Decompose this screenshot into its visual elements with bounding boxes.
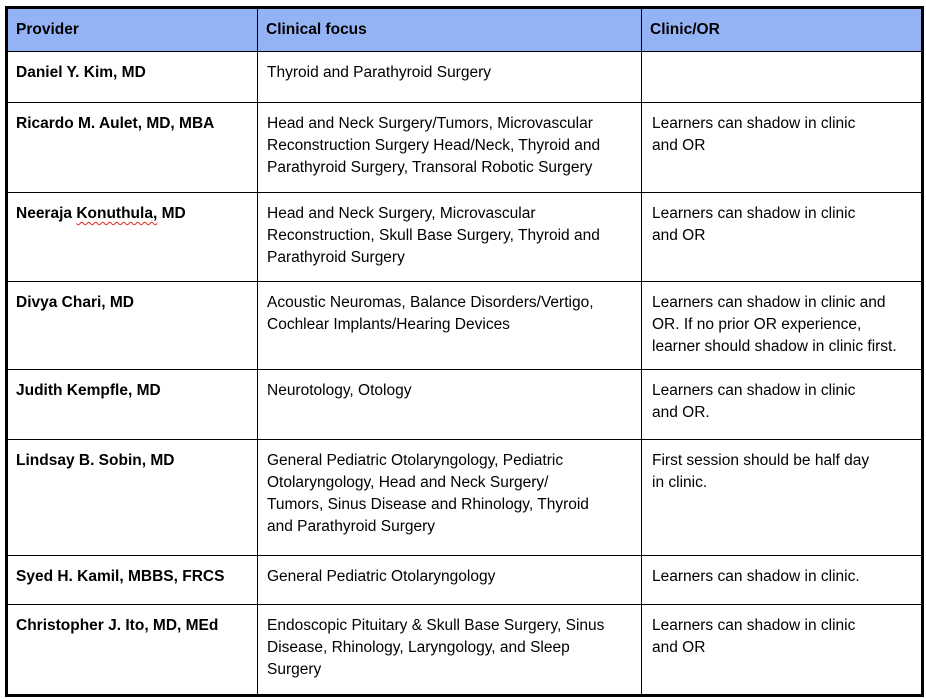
clinical-focus-cell: Head and Neck Surgery, Microvascular Rec…: [257, 192, 642, 282]
provider-name-cell: Ricardo M. Aulet, MD, MBA: [6, 102, 258, 193]
provider-name-cell: Judith Kempfle, MD: [6, 369, 258, 440]
table-body: Daniel Y. Kim, MD Thyroid and Parathyroid…: [6, 51, 923, 696]
spellcheck-underlined-word: Konuthula,: [76, 205, 158, 222]
table-row: Christopher J. Ito, MD, MEd Endoscopic Pi…: [6, 604, 923, 696]
clinical-focus-cell: General Pediatric Otolaryngology, Pediat…: [257, 439, 642, 556]
clinic-or-cell: Learners can shadow in clinic and OR: [641, 604, 923, 696]
table-row: Syed H. Kamil, MBBS, FRCS General Pediatr…: [6, 555, 923, 605]
clinic-or-cell: Learners can shadow in clinic and OR. If…: [641, 281, 923, 370]
clinical-focus-cell: Endoscopic Pituitary & Skull Base Surger…: [257, 604, 642, 696]
clinic-or-cell: Learners can shadow in clinic and OR: [641, 102, 923, 193]
provider-name-cell: Lindsay B. Sobin, MD: [6, 439, 258, 556]
provider-name-cell: Syed H. Kamil, MBBS, FRCS: [6, 555, 258, 605]
clinical-focus-cell: General Pediatric Otolaryngology: [257, 555, 642, 605]
clinic-or-cell: Learners can shadow in clinic and OR.: [641, 369, 923, 440]
column-header-provider: Provider: [6, 7, 258, 52]
clinic-or-cell: First session should be half day in clin…: [641, 439, 923, 556]
clinical-focus-cell: Neurotology, Otology: [257, 369, 642, 440]
provider-name-cell: Christopher J. Ito, MD, MEd: [6, 604, 258, 696]
table-row: Daniel Y. Kim, MD Thyroid and Parathyroid…: [6, 51, 923, 103]
clinical-focus-cell: Thyroid and Parathyroid Surgery: [257, 51, 642, 103]
header-row: Provider Clinical focus Clinic/OR: [6, 7, 923, 52]
clinic-or-cell: [641, 51, 923, 103]
table-row: Lindsay B. Sobin, MD General Pediatric Ot…: [6, 439, 923, 556]
provider-name-cell: Divya Chari, MD: [6, 281, 258, 370]
table-header: Provider Clinical focus Clinic/OR: [6, 7, 923, 52]
table-row: Neeraja Konuthula, MD Head and Neck Surge…: [6, 192, 923, 282]
clinical-focus-cell: Head and Neck Surgery/Tumors, Microvascu…: [257, 102, 642, 193]
table-row: Judith Kempfle, MD Neurotology, Otology Le…: [6, 369, 923, 440]
clinical-focus-cell: Acoustic Neuromas, Balance Disorders/Ver…: [257, 281, 642, 370]
table-row: Ricardo M. Aulet, MD, MBA Head and Neck S…: [6, 102, 923, 193]
provider-shadowing-table: Provider Clinical focus Clinic/OR Daniel…: [5, 6, 924, 697]
column-header-clinical-focus: Clinical focus: [257, 7, 642, 52]
clinic-or-cell: Learners can shadow in clinic and OR: [641, 192, 923, 282]
table-row: Divya Chari, MD Acoustic Neuromas, Balanc…: [6, 281, 923, 370]
column-header-clinic-or: Clinic/OR: [641, 7, 923, 52]
provider-name-cell: Daniel Y. Kim, MD: [6, 51, 258, 103]
clinic-or-cell: Learners can shadow in clinic.: [641, 555, 923, 605]
provider-name-cell: Neeraja Konuthula, MD: [6, 192, 258, 282]
